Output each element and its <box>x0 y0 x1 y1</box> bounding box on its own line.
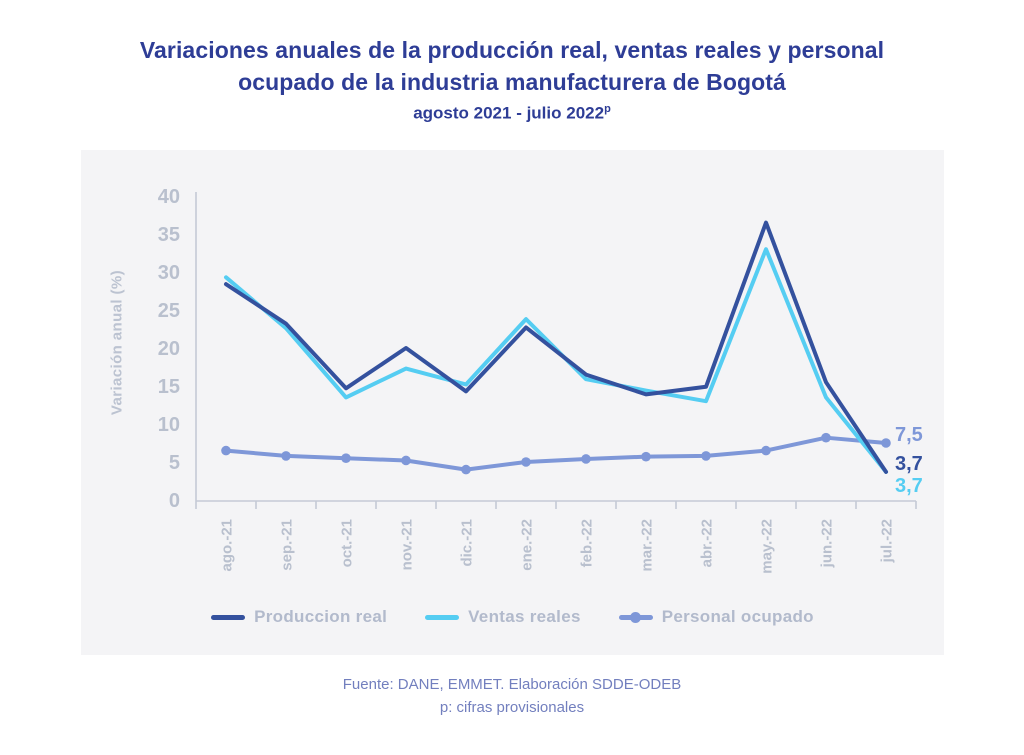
x-tick-label: mar.-22 <box>639 519 656 572</box>
series-marker-personal-ocupado <box>341 453 351 464</box>
series-marker-personal-ocupado <box>281 451 291 461</box>
provisional-note: p: cifras provisionales <box>439 699 585 716</box>
chart-panel: Variación anual (%) 0 5 10 15 20 25 30 35 40 ago.… <box>81 150 944 655</box>
series-marker-personal-ocupado <box>761 445 771 456</box>
provisional-superscript: p <box>604 103 611 115</box>
x-tick-label: abr.-22 <box>699 519 716 567</box>
series-marker-personal-ocupado <box>221 445 231 456</box>
source-note: Fuente: DANE, EMMET. Elaboración SDDE-OD… <box>342 676 682 693</box>
series-line-personal-ocupado <box>224 435 888 472</box>
series-line-produccion-real <box>224 220 888 474</box>
data-label-personal-ocupado: 7,5 <box>895 424 923 446</box>
legend-swatch-line-icon <box>618 611 653 623</box>
legend: Produccion real Ventas reales Personal o… <box>81 607 944 627</box>
legend-swatch-line-icon <box>425 614 460 620</box>
x-tick-label: jul.-22 <box>879 519 896 563</box>
legend-item-produccion-real: Produccion real <box>211 607 387 627</box>
y-tick-label: 15 <box>158 376 180 398</box>
x-tick-label: dic.-21 <box>459 519 476 567</box>
series-marker-personal-ocupado <box>401 455 411 466</box>
x-tick-label: jun.-22 <box>819 519 836 568</box>
y-tick-label: 40 <box>158 186 180 208</box>
legend-label: Personal ocupado <box>661 607 814 626</box>
title-line-1: Variaciones anuales de la producción rea… <box>139 37 885 63</box>
series-marker-personal-ocupado <box>701 451 711 461</box>
series-marker-personal-ocupado <box>821 432 831 443</box>
x-tick-label: feb.-22 <box>579 519 596 567</box>
y-tick-label: 10 <box>158 414 180 436</box>
legend-label: Produccion real <box>254 607 388 626</box>
legend-swatch-line-icon <box>211 614 246 620</box>
x-tick-label: nov.-21 <box>399 519 416 570</box>
x-tick-label: sep.-21 <box>279 519 296 571</box>
y-tick-label: 35 <box>158 224 180 246</box>
x-tick-label: may.-22 <box>759 519 776 574</box>
y-tick-label: 5 <box>169 452 180 474</box>
data-label-produccion-real: 3,7 <box>895 453 923 475</box>
x-tick-label: oct.-21 <box>339 519 356 567</box>
y-tick-label: 20 <box>158 338 180 360</box>
series-marker-personal-ocupado <box>461 464 471 475</box>
y-tick-label: 0 <box>169 490 180 512</box>
page-title: Variaciones anuales de la producción rea… <box>0 34 1024 98</box>
series-marker-personal-ocupado <box>581 454 591 464</box>
chart-subtitle: agosto 2021 - julio 2022p <box>413 103 611 123</box>
series-marker-personal-ocupado <box>881 438 891 448</box>
series-marker-personal-ocupado <box>521 457 531 467</box>
series-marker-personal-ocupado <box>641 451 651 462</box>
data-label-ventas-reales: 3,7 <box>895 475 923 497</box>
legend-item-personal-ocupado: Personal ocupado <box>618 607 814 627</box>
legend-label: Ventas reales <box>468 607 581 626</box>
legend-item-ventas-reales: Ventas reales <box>425 607 581 627</box>
legend-marker-dot-icon <box>629 611 641 623</box>
x-tick-label: ene.-22 <box>519 519 536 571</box>
chart-canvas: 0 5 10 15 20 25 30 35 40 ago.-21 sep.-21 oct.-21 nov… <box>158 186 923 574</box>
y-tick-label: 25 <box>158 300 180 322</box>
title-line-2: ocupado de la industria manufacturera de… <box>238 69 786 95</box>
x-tick-label: ago.-21 <box>219 519 236 572</box>
footer: Fuente: DANE, EMMET. Elaboración SDDE-OD… <box>0 673 1024 719</box>
y-tick-label: 30 <box>158 262 180 284</box>
